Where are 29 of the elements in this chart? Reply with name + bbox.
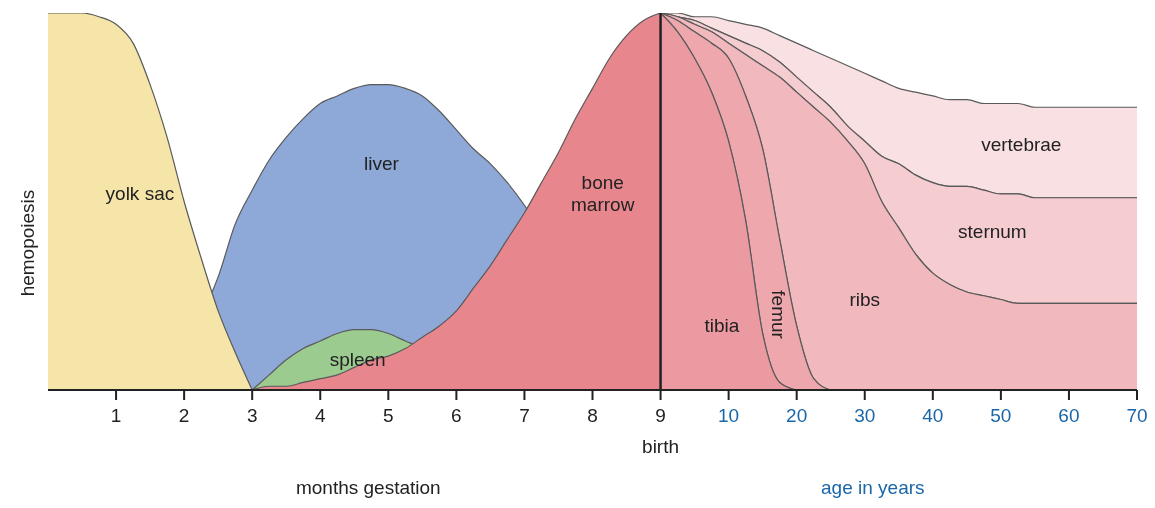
series-label: bone marrow bbox=[571, 171, 635, 215]
x-tick-label: 40 bbox=[922, 405, 944, 426]
series-label: vertebrae bbox=[981, 133, 1062, 155]
x-tick-label: 20 bbox=[786, 405, 808, 426]
x-tick-label: 10 bbox=[718, 405, 740, 426]
x-tick-label: 60 bbox=[1058, 405, 1080, 426]
series-label: sternum bbox=[958, 220, 1027, 242]
x-tick-label: 2 bbox=[178, 405, 190, 426]
series-label: spleen bbox=[329, 348, 386, 370]
series-label: femur bbox=[767, 290, 789, 340]
y-axis-title: hemopoiesis bbox=[17, 188, 39, 298]
x-tick-label: 50 bbox=[990, 405, 1012, 426]
series-label: ribs bbox=[849, 288, 881, 310]
series-label: tibia bbox=[704, 314, 740, 336]
x-tick-label: 9 bbox=[655, 405, 666, 426]
x-tick-label: 8 bbox=[587, 405, 598, 426]
x-tick-label: 70 bbox=[1126, 405, 1148, 426]
x-tick-label: 5 bbox=[383, 405, 394, 426]
x-tick-label: 3 bbox=[246, 405, 258, 426]
series-label: liver bbox=[364, 152, 400, 174]
x-tick-label: 7 bbox=[519, 405, 530, 426]
series-label: yolk sac bbox=[105, 182, 175, 204]
ref-line-label: birth bbox=[642, 436, 680, 458]
x-tick-label: 6 bbox=[451, 405, 462, 426]
x-axis-title: months gestation bbox=[294, 477, 442, 499]
x-tick-label: 4 bbox=[314, 405, 326, 426]
x-tick-label: 1 bbox=[110, 405, 122, 426]
text: age in years bbox=[820, 477, 926, 499]
x-tick-label: 30 bbox=[854, 405, 876, 426]
